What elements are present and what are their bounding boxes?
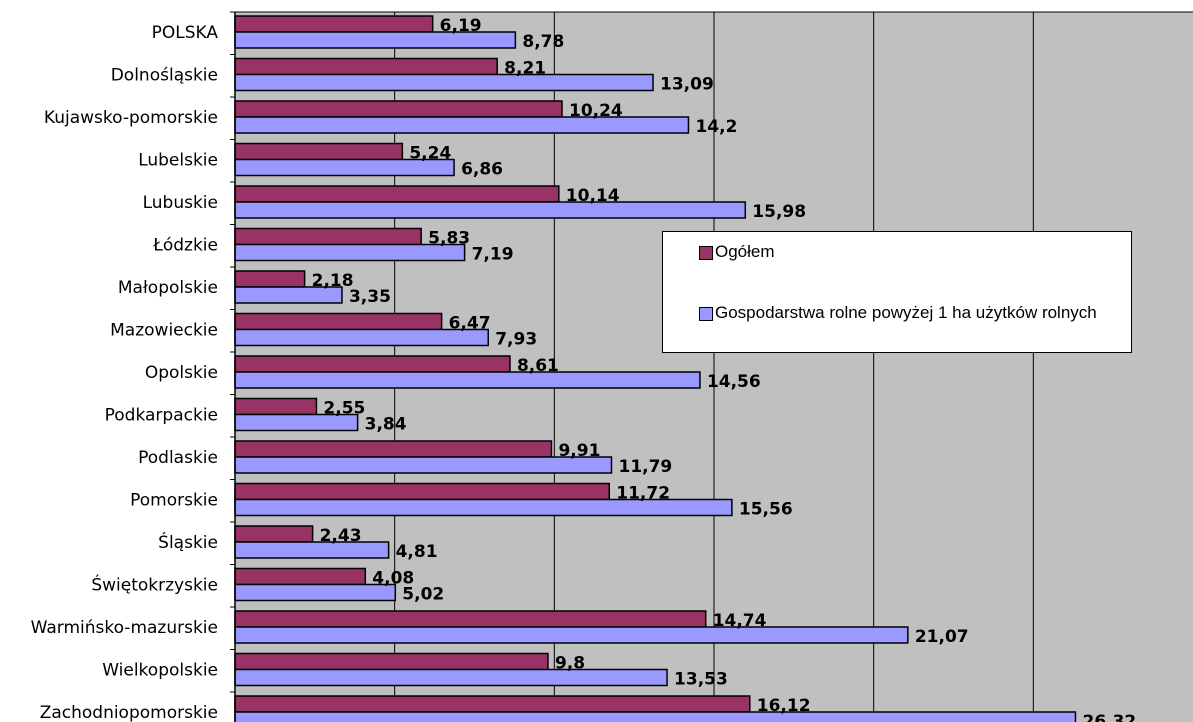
value-label-series1-11: 15,56 — [739, 500, 793, 520]
value-label-series1-0: 8,78 — [522, 32, 564, 52]
value-label-series0-11: 11,72 — [616, 484, 670, 504]
category-label-15: Wielkopolskie — [102, 661, 218, 681]
value-label-series1-12: 4,81 — [396, 542, 438, 562]
category-label-5: Łódzkie — [152, 236, 218, 256]
value-label-series0-4: 10,14 — [566, 186, 620, 206]
value-label-series1-7: 7,93 — [495, 330, 537, 350]
bar-series0-8 — [234, 355, 511, 373]
legend-swatch-ogolem — [699, 246, 713, 260]
bar-series1-14 — [234, 626, 909, 644]
category-label-13: Świętokrzyskie — [91, 574, 218, 596]
bar-series0-2 — [234, 100, 563, 118]
bars — [234, 15, 1077, 722]
value-label-series0-16: 16,12 — [757, 696, 811, 716]
bar-series1-13 — [234, 583, 397, 602]
bar-series0-7 — [234, 312, 443, 331]
legend-label-ogolem: Ogółem — [715, 242, 775, 261]
value-label-series0-14: 14,74 — [713, 611, 767, 631]
value-label-series1-14: 21,07 — [915, 627, 969, 647]
bar-series0-13 — [234, 567, 367, 586]
category-label-2: Kujawsko-pomorskie — [44, 108, 218, 128]
value-label-series1-4: 15,98 — [752, 202, 806, 222]
bar-series0-0 — [234, 15, 434, 33]
value-label-series1-15: 13,53 — [674, 670, 728, 690]
bar-series1-1 — [234, 73, 654, 92]
legend-label-gospodarstwa: Gospodarstwa rolne powyżej 1 ha użytków … — [715, 303, 1097, 322]
value-label-series1-5: 7,19 — [472, 245, 514, 265]
value-label-series0-9: 2,55 — [323, 399, 365, 419]
value-label-series0-1: 8,21 — [504, 59, 546, 79]
bar-series0-16 — [234, 695, 751, 713]
bar-series1-10 — [234, 456, 613, 474]
bar-series0-3 — [234, 142, 404, 161]
value-label-series0-0: 6,19 — [440, 16, 482, 36]
bar-series1-15 — [234, 668, 668, 687]
value-label-series1-8: 14,56 — [707, 372, 761, 392]
category-label-1: Dolnośląskie — [111, 66, 218, 86]
value-label-series1-1: 13,09 — [660, 75, 714, 95]
value-label-series0-3: 5,24 — [409, 144, 451, 164]
bar-series1-16 — [234, 711, 1077, 722]
category-label-10: Podlaskie — [138, 448, 218, 468]
category-label-16: Zachodniopomorskie — [40, 703, 218, 722]
bar-series0-11 — [234, 482, 611, 501]
value-labels: 6,19 8,21 10,24 5,24 10,14 5,83 2,18 6,47 8,61 2,… — [312, 16, 1137, 722]
value-label-series0-10: 9,91 — [558, 441, 600, 461]
value-label-series1-6: 3,35 — [349, 287, 391, 307]
value-label-series0-15: 9,8 — [555, 654, 585, 674]
value-label-series0-12: 2,43 — [320, 526, 362, 546]
category-label-4: Lubuskie — [143, 193, 218, 213]
value-label-series1-13: 5,02 — [402, 585, 444, 605]
category-label-8: Opolskie — [145, 363, 218, 383]
category-label-0: POLSKA — [152, 23, 219, 43]
bar-series0-6 — [234, 270, 306, 288]
value-label-series0-7: 6,47 — [449, 314, 491, 334]
category-label-11: Pomorskie — [130, 491, 218, 511]
value-label-series0-5: 5,83 — [428, 229, 470, 249]
value-label-series0-2: 10,24 — [569, 101, 623, 121]
category-label-14: Warmińsko-mazurskie — [31, 618, 218, 638]
bar-series0-15 — [234, 652, 549, 671]
value-label-series0-8: 8,61 — [517, 356, 559, 376]
category-labels: POLSKA Dolnośląskie Kujawsko-pomorskie Lube… — [31, 23, 219, 722]
bar-series0-4 — [234, 185, 560, 203]
bar-series0-12 — [234, 525, 314, 543]
category-label-3: Lubelskie — [138, 151, 218, 171]
value-label-series1-3: 6,86 — [461, 160, 503, 180]
bar-series0-9 — [234, 397, 318, 416]
bar-series0-10 — [234, 440, 553, 458]
category-label-12: Śląskie — [158, 531, 218, 553]
legend: Ogółem Gospodarstwa rolne powyżej 1 ha u… — [662, 231, 1132, 353]
bar-series0-14 — [234, 610, 707, 628]
value-label-series1-16: 26,32 — [1082, 712, 1136, 722]
legend-swatch-gospodarstwa — [699, 307, 713, 321]
category-label-9: Podkarpackie — [105, 406, 218, 426]
value-label-series1-10: 11,79 — [618, 457, 672, 477]
bar-series1-4 — [234, 201, 747, 219]
bar-series0-1 — [234, 57, 498, 76]
bar-series1-12 — [234, 541, 390, 559]
category-label-6: Małopolskie — [118, 278, 218, 298]
bar-series1-8 — [234, 371, 701, 389]
category-label-7: Mazowieckie — [110, 321, 218, 341]
bar-series0-5 — [234, 227, 422, 246]
value-label-series1-9: 3,84 — [365, 415, 407, 435]
value-label-series1-2: 14,2 — [695, 117, 737, 137]
value-label-series0-6: 2,18 — [312, 271, 354, 291]
value-label-series0-13: 4,08 — [372, 569, 414, 589]
